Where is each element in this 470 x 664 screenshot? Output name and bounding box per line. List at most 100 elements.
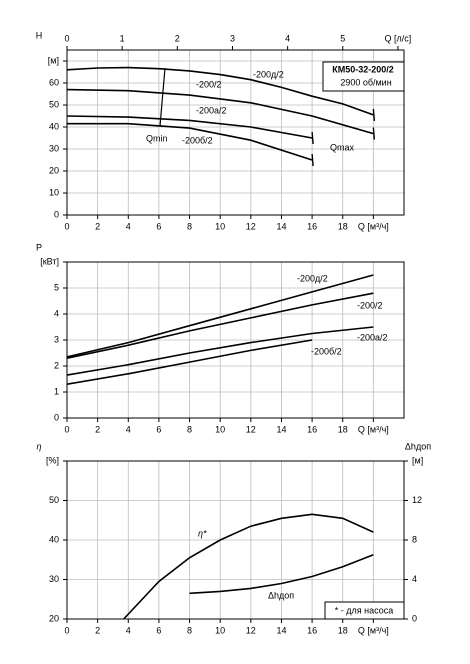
qmin-label: Qmin	[146, 133, 168, 143]
x-tick-label: 2	[95, 625, 100, 635]
qmax-label: Qmax	[330, 142, 355, 152]
series-line	[66, 326, 374, 376]
y-tick-label: 5	[54, 282, 59, 292]
y2-tick-label: 0	[412, 613, 417, 623]
series-label: η*	[198, 528, 207, 538]
qmin-line	[159, 67, 166, 127]
note: * - для насоса	[335, 605, 393, 615]
x-tick-label: 6	[156, 424, 161, 434]
x-tick-label: 10	[215, 625, 225, 635]
series-label: -200а/2	[196, 105, 227, 115]
speed-label: 2900 об/мин	[340, 77, 391, 87]
x-tick-label: 4	[126, 221, 131, 231]
x2-tick-label: 0	[64, 33, 69, 43]
series-line	[66, 66, 374, 116]
y2-axis-label: Δhдоп	[405, 441, 431, 451]
x-tick-label: 18	[338, 424, 348, 434]
plot-frame	[66, 261, 405, 419]
y-tick-label: 40	[49, 534, 59, 544]
y-tick-label: 10	[49, 187, 59, 197]
series-label: Δhдоп	[268, 590, 294, 600]
y-tick-label: 60	[49, 77, 59, 87]
end-marker	[372, 108, 376, 121]
x-tick-label: 18	[338, 221, 348, 231]
y-tick-label: 20	[49, 165, 59, 175]
end-marker	[311, 131, 314, 145]
end-marker	[372, 127, 376, 140]
y-tick-label: [%]	[46, 455, 59, 465]
x-tick-label: 8	[187, 221, 192, 231]
x2-tick-label: Q [л/с]	[385, 33, 412, 43]
series-line	[66, 115, 313, 139]
series-line	[66, 292, 374, 359]
x-tick-label: 10	[215, 221, 225, 231]
x-tick-label: 10	[215, 424, 225, 434]
x-tick-label: 14	[276, 221, 286, 231]
plot-frame	[66, 460, 405, 620]
x-tick-label: 2	[95, 221, 100, 231]
end-marker	[311, 153, 314, 167]
x2-tick-label: 4	[285, 33, 290, 43]
y2-tick-label: [м]	[412, 455, 423, 465]
x2-tick-label: 5	[340, 33, 345, 43]
series-line	[66, 339, 313, 385]
x-tick-label: 16	[307, 625, 317, 635]
y-tick-label: [м]	[48, 55, 59, 65]
x-tick-label: 4	[126, 625, 131, 635]
x-tick-label: 14	[276, 424, 286, 434]
series-label: -200/2	[357, 300, 383, 310]
series-label: -200а/2	[357, 332, 388, 342]
y-tick-label: 4	[54, 308, 59, 318]
y-tick-label: 3	[54, 334, 59, 344]
series-line	[123, 513, 374, 620]
x-tick-label: 6	[156, 625, 161, 635]
x-tick-label: 0	[64, 221, 69, 231]
y-tick-label: 0	[54, 412, 59, 422]
x-tick-label: 0	[64, 424, 69, 434]
x-tick-label: Q [м³/ч]	[358, 625, 389, 635]
x-tick-label: Q [м³/ч]	[358, 221, 389, 231]
series-label: -200/2	[196, 79, 222, 89]
x2-tick-label: 2	[175, 33, 180, 43]
y-tick-label: 30	[49, 574, 59, 584]
y-tick-label: 2	[54, 360, 59, 370]
x-tick-label: 4	[126, 424, 131, 434]
plot-frame	[66, 49, 405, 216]
y-tick-label: [кВт]	[40, 256, 59, 266]
model-label: КМ50-32-200/2	[332, 64, 394, 74]
series-label: -200б/2	[182, 135, 213, 145]
series-line	[189, 554, 374, 595]
y-axis-label: P	[36, 242, 42, 252]
series-line	[66, 88, 374, 135]
x-tick-label: 16	[307, 424, 317, 434]
x-tick-label: 12	[246, 625, 256, 635]
x-tick-label: 2	[95, 424, 100, 434]
y-tick-label: 30	[49, 143, 59, 153]
y-tick-label: 1	[54, 386, 59, 396]
x2-tick-label: 1	[120, 33, 125, 43]
y2-tick-label: 4	[412, 574, 417, 584]
x2-tick-label: 3	[230, 33, 235, 43]
x-tick-label: 16	[307, 221, 317, 231]
series-line	[67, 122, 313, 161]
y2-tick-label: 8	[412, 534, 417, 544]
y-tick-label: 50	[49, 99, 59, 109]
y-tick-label: 50	[49, 495, 59, 505]
series-label: -200б/2	[311, 346, 342, 356]
y-tick-label: 20	[49, 613, 59, 623]
series-label: -200д/2	[297, 273, 328, 283]
x-tick-label: 8	[187, 424, 192, 434]
x-tick-label: 8	[187, 625, 192, 635]
x-tick-label: 18	[338, 625, 348, 635]
y-tick-label: 40	[49, 121, 59, 131]
y-axis-label: H	[36, 30, 43, 40]
x-tick-label: 14	[276, 625, 286, 635]
y-axis-label: η	[37, 441, 42, 451]
series-label: -200д/2	[253, 69, 284, 79]
x-tick-label: 6	[156, 221, 161, 231]
x-tick-label: Q [м³/ч]	[358, 424, 389, 434]
y-tick-label: 0	[54, 209, 59, 219]
y2-tick-label: 12	[412, 495, 422, 505]
